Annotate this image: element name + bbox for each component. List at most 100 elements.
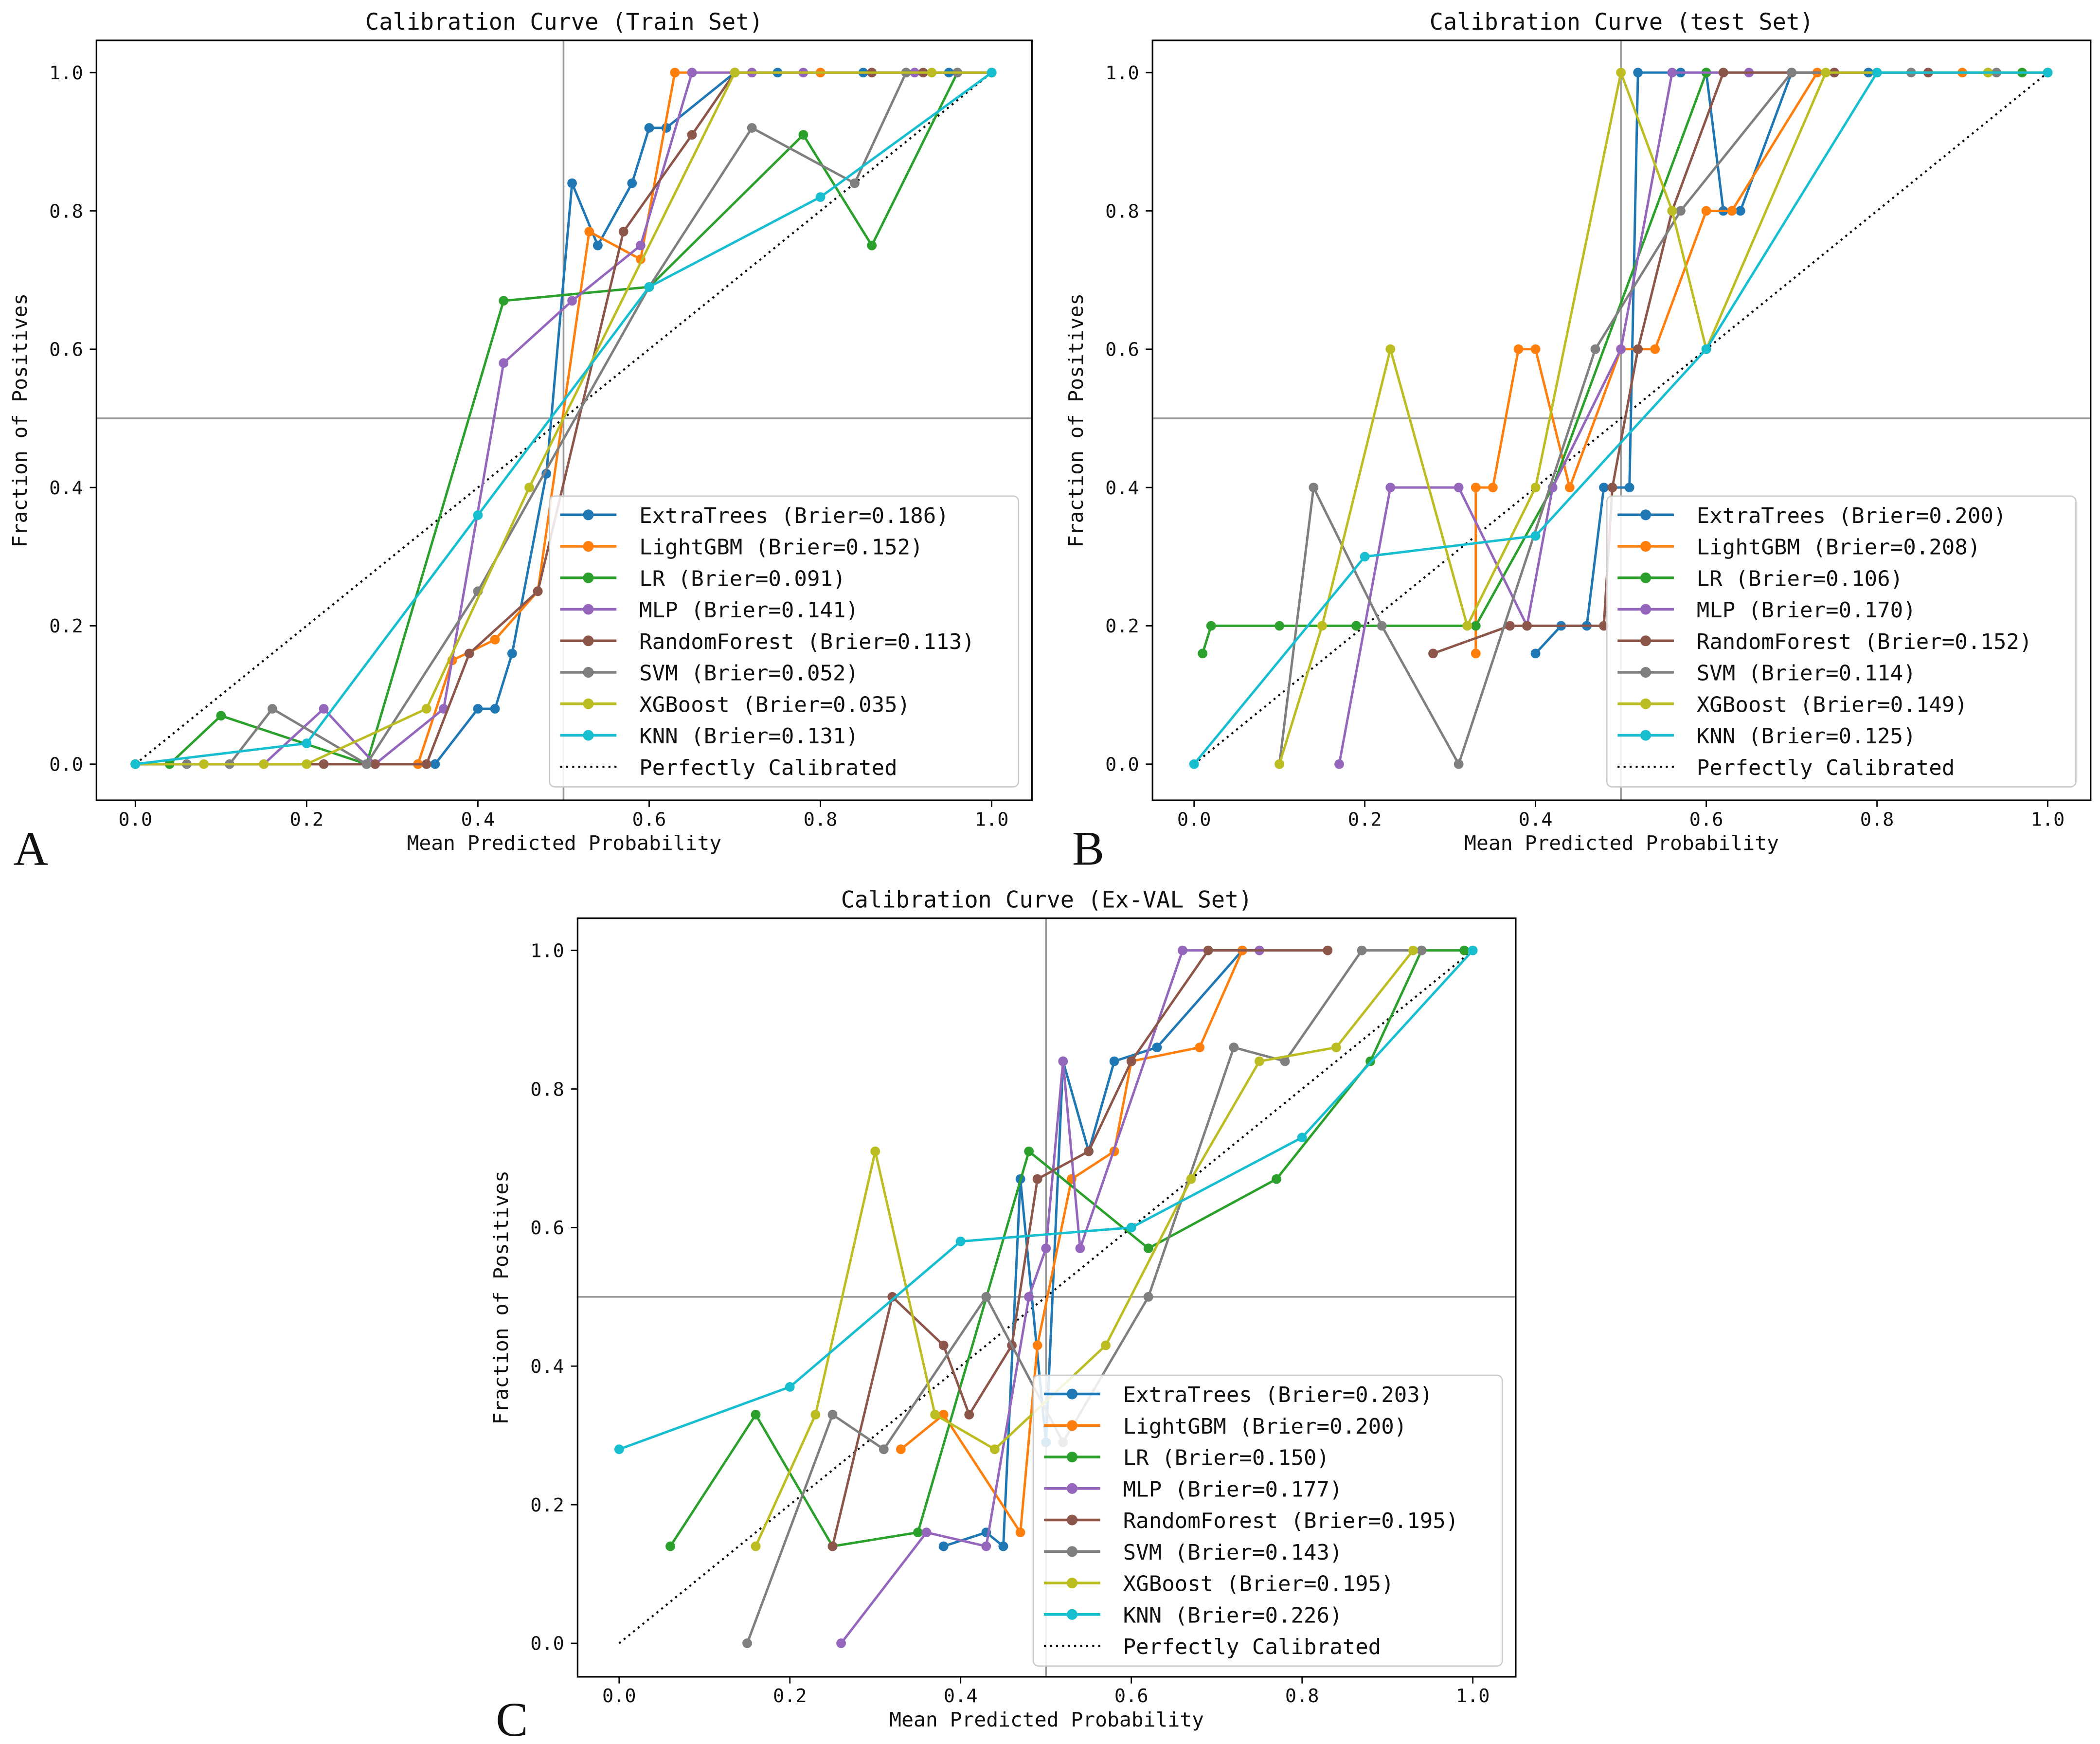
legend-marker (1066, 1514, 1077, 1526)
data-point (499, 296, 509, 306)
x-tick-label: 0.6 (632, 809, 666, 830)
data-point (670, 68, 680, 78)
data-point (1143, 1292, 1153, 1302)
data-point (1872, 68, 1882, 78)
data-point (1309, 483, 1319, 493)
data-point (938, 1340, 949, 1350)
data-point (1084, 1146, 1094, 1156)
data-point (567, 178, 577, 188)
data-point (1297, 1133, 1307, 1143)
panel-label: B (1072, 822, 1104, 875)
chart-title: Calibration Curve (Train Set) (365, 9, 763, 36)
data-point (464, 648, 474, 659)
legend-marker (1066, 1388, 1077, 1400)
data-point (938, 1541, 949, 1551)
data-point (1459, 945, 1470, 955)
data-point (1468, 945, 1478, 955)
x-tick-label: 0.2 (1348, 809, 1382, 830)
x-tick-label: 0.8 (804, 809, 838, 830)
legend-label: LR (Brier=0.106) (1697, 566, 1903, 591)
data-point (785, 1382, 795, 1392)
data-point (751, 1410, 761, 1420)
data-point (490, 634, 500, 645)
legend-label: Perfectly Calibrated (1697, 755, 1955, 780)
data-point (319, 759, 329, 769)
data-point (1821, 68, 1831, 78)
data-point (490, 704, 500, 714)
data-point (1408, 945, 1418, 955)
legend-label: SVM (Brier=0.143) (1123, 1540, 1343, 1565)
legend-marker (583, 666, 594, 678)
data-point (1274, 621, 1285, 631)
data-point (687, 130, 697, 140)
data-point (1024, 1146, 1034, 1156)
data-point (1058, 1056, 1068, 1066)
legend-marker (583, 604, 594, 615)
data-point (827, 1410, 838, 1420)
data-point (1417, 945, 1427, 955)
data-point (665, 1541, 675, 1551)
legend-label: XGBoost (Brier=0.035) (639, 692, 910, 717)
data-point (1385, 483, 1396, 493)
data-point (687, 68, 697, 78)
data-point (1126, 1223, 1136, 1233)
data-point (1178, 945, 1187, 955)
data-point (1590, 344, 1600, 354)
legend-label: MLP (Brier=0.141) (639, 598, 859, 623)
data-point (199, 759, 209, 769)
legend-marker (1066, 1577, 1077, 1589)
plot-frame (576, 917, 1517, 1678)
x-tick-label: 0.2 (773, 1685, 807, 1707)
data-point (964, 1410, 974, 1420)
legend-marker (1640, 509, 1651, 521)
series-line (1193, 71, 2048, 765)
series-line (669, 949, 1465, 1548)
legend-marker (1640, 541, 1651, 552)
legend-box (549, 495, 1020, 788)
data-point (1206, 621, 1216, 631)
data-point (302, 738, 312, 748)
data-point (742, 1638, 752, 1648)
data-point (421, 704, 431, 714)
legend-marker (1640, 635, 1651, 647)
x-tick-label: 0.4 (1519, 809, 1553, 830)
legend-label: RandomForest (Brier=0.152) (1697, 629, 2032, 654)
x-tick-label: 0.6 (1114, 1685, 1149, 1707)
data-point (259, 759, 269, 769)
data-point (1317, 621, 1327, 631)
x-tick-label: 0.0 (1177, 809, 1211, 830)
data-point (815, 192, 826, 202)
data-point (1255, 1056, 1264, 1066)
y-tick-label: 0.8 (530, 1079, 564, 1100)
data-point (1189, 759, 1199, 769)
legend: ExtraTrees (Brier=0.200) LightGBM (Brier=… (1606, 495, 2077, 788)
data-point (981, 1292, 991, 1302)
data-point (1385, 344, 1396, 354)
data-point (533, 586, 543, 596)
data-point (827, 1541, 838, 1551)
legend-label: RandomForest (Brier=0.113) (639, 629, 975, 654)
data-point (1032, 1340, 1042, 1350)
perfectly-calibrated-line (618, 950, 1473, 1644)
data-point (1203, 945, 1213, 955)
data-point (584, 227, 594, 237)
legend-marker (1640, 572, 1651, 583)
data-point (421, 759, 431, 769)
data-point (987, 68, 997, 78)
x-tick-label: 0.4 (461, 809, 495, 830)
data-point (1331, 1043, 1341, 1052)
data-point (130, 759, 141, 769)
data-point (473, 704, 483, 714)
data-point (810, 1410, 821, 1420)
legend-label: LR (Brier=0.150) (1123, 1446, 1329, 1471)
data-point (1454, 483, 1464, 493)
data-point (981, 1541, 991, 1551)
panel-A: Calibration Curve (Train Set) A 0.0 0.2 0.4 0… (8, 9, 1033, 875)
data-point (1351, 621, 1362, 631)
data-point (1667, 68, 1677, 78)
data-point (216, 711, 226, 721)
legend: ExtraTrees (Brier=0.186) LightGBM (Brier=… (549, 495, 1020, 788)
series-line (746, 949, 1422, 1644)
data-point (1272, 1174, 1281, 1184)
